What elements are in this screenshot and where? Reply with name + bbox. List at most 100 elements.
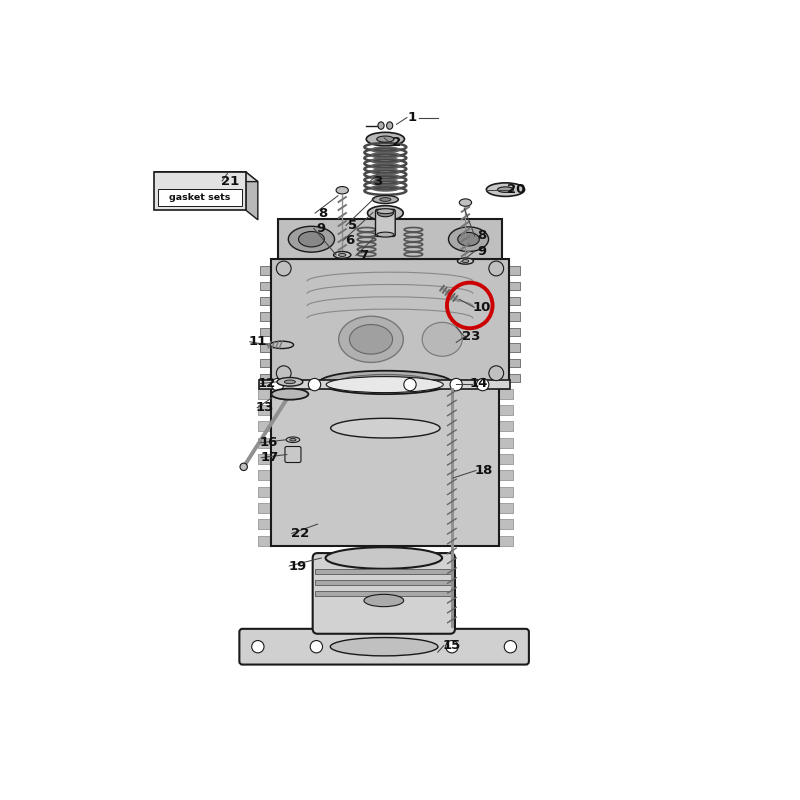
Text: 2: 2 — [392, 136, 401, 150]
Circle shape — [504, 641, 517, 653]
Bar — [315, 580, 453, 585]
Text: 9: 9 — [316, 222, 326, 235]
Bar — [260, 282, 520, 290]
Circle shape — [489, 366, 504, 381]
Ellipse shape — [338, 374, 434, 390]
Circle shape — [308, 378, 321, 390]
Text: 20: 20 — [506, 183, 525, 196]
Ellipse shape — [366, 132, 405, 146]
Bar — [260, 312, 520, 321]
Text: 17: 17 — [261, 451, 278, 464]
Ellipse shape — [277, 378, 303, 386]
Text: 5: 5 — [348, 219, 358, 232]
Ellipse shape — [350, 325, 393, 354]
Bar — [260, 266, 520, 274]
Ellipse shape — [286, 437, 300, 442]
Ellipse shape — [284, 380, 295, 384]
Text: 12: 12 — [258, 377, 276, 390]
Ellipse shape — [364, 594, 404, 606]
Bar — [258, 389, 513, 398]
Ellipse shape — [326, 377, 443, 393]
Ellipse shape — [486, 183, 525, 197]
Text: 6: 6 — [346, 234, 355, 246]
Text: 23: 23 — [462, 330, 481, 342]
Ellipse shape — [334, 251, 351, 258]
Text: gasket sets: gasket sets — [170, 193, 230, 202]
Circle shape — [477, 378, 489, 390]
Ellipse shape — [290, 438, 296, 441]
Ellipse shape — [319, 370, 451, 394]
Circle shape — [446, 641, 458, 653]
Text: 3: 3 — [373, 174, 382, 187]
Bar — [260, 374, 520, 382]
Circle shape — [271, 378, 284, 390]
Ellipse shape — [271, 389, 308, 400]
Ellipse shape — [458, 233, 479, 246]
Ellipse shape — [330, 418, 440, 438]
Text: 9: 9 — [478, 245, 486, 258]
Ellipse shape — [422, 322, 462, 356]
Ellipse shape — [338, 316, 403, 362]
Bar — [258, 503, 513, 513]
Ellipse shape — [378, 122, 384, 130]
Text: 1: 1 — [407, 111, 417, 124]
FancyBboxPatch shape — [375, 210, 395, 237]
Bar — [258, 470, 513, 480]
Circle shape — [310, 641, 322, 653]
Ellipse shape — [449, 227, 489, 251]
Bar — [315, 569, 453, 574]
Ellipse shape — [378, 210, 394, 217]
Text: 16: 16 — [259, 436, 278, 450]
Circle shape — [276, 261, 291, 276]
Ellipse shape — [377, 136, 394, 142]
Text: 13: 13 — [256, 401, 274, 414]
Bar — [258, 454, 513, 464]
FancyBboxPatch shape — [239, 629, 529, 665]
Text: 8: 8 — [318, 206, 327, 219]
Ellipse shape — [498, 187, 514, 193]
Ellipse shape — [386, 122, 393, 130]
FancyBboxPatch shape — [285, 446, 301, 462]
Circle shape — [240, 463, 247, 470]
Ellipse shape — [270, 341, 294, 349]
Bar — [271, 382, 499, 546]
Ellipse shape — [288, 226, 334, 252]
Ellipse shape — [373, 195, 398, 203]
Text: 10: 10 — [472, 301, 490, 314]
Bar — [258, 535, 513, 546]
Text: 8: 8 — [478, 230, 486, 242]
Bar — [158, 189, 242, 206]
Polygon shape — [154, 172, 258, 182]
Text: 11: 11 — [249, 335, 267, 348]
Ellipse shape — [458, 258, 474, 264]
Ellipse shape — [298, 231, 324, 247]
Bar — [258, 405, 513, 415]
Bar — [260, 328, 520, 336]
Ellipse shape — [380, 198, 391, 202]
Bar — [271, 259, 509, 382]
Text: 21: 21 — [221, 174, 239, 187]
Bar — [260, 343, 520, 352]
Ellipse shape — [338, 254, 346, 257]
Ellipse shape — [336, 186, 349, 194]
Ellipse shape — [377, 209, 394, 214]
Circle shape — [252, 641, 264, 653]
Text: 7: 7 — [359, 249, 368, 262]
FancyBboxPatch shape — [313, 553, 455, 634]
Bar — [319, 382, 451, 497]
Bar — [258, 486, 513, 497]
Bar — [260, 358, 520, 367]
Circle shape — [489, 261, 504, 276]
Text: 18: 18 — [474, 464, 493, 477]
Text: 15: 15 — [442, 639, 461, 652]
Ellipse shape — [330, 638, 438, 656]
Ellipse shape — [459, 199, 472, 206]
Bar — [154, 172, 246, 210]
Bar — [278, 219, 502, 259]
Circle shape — [276, 366, 291, 381]
Bar — [258, 422, 513, 431]
Circle shape — [404, 378, 416, 390]
Ellipse shape — [462, 259, 469, 262]
Text: 22: 22 — [291, 527, 310, 540]
Text: 14: 14 — [470, 377, 488, 390]
